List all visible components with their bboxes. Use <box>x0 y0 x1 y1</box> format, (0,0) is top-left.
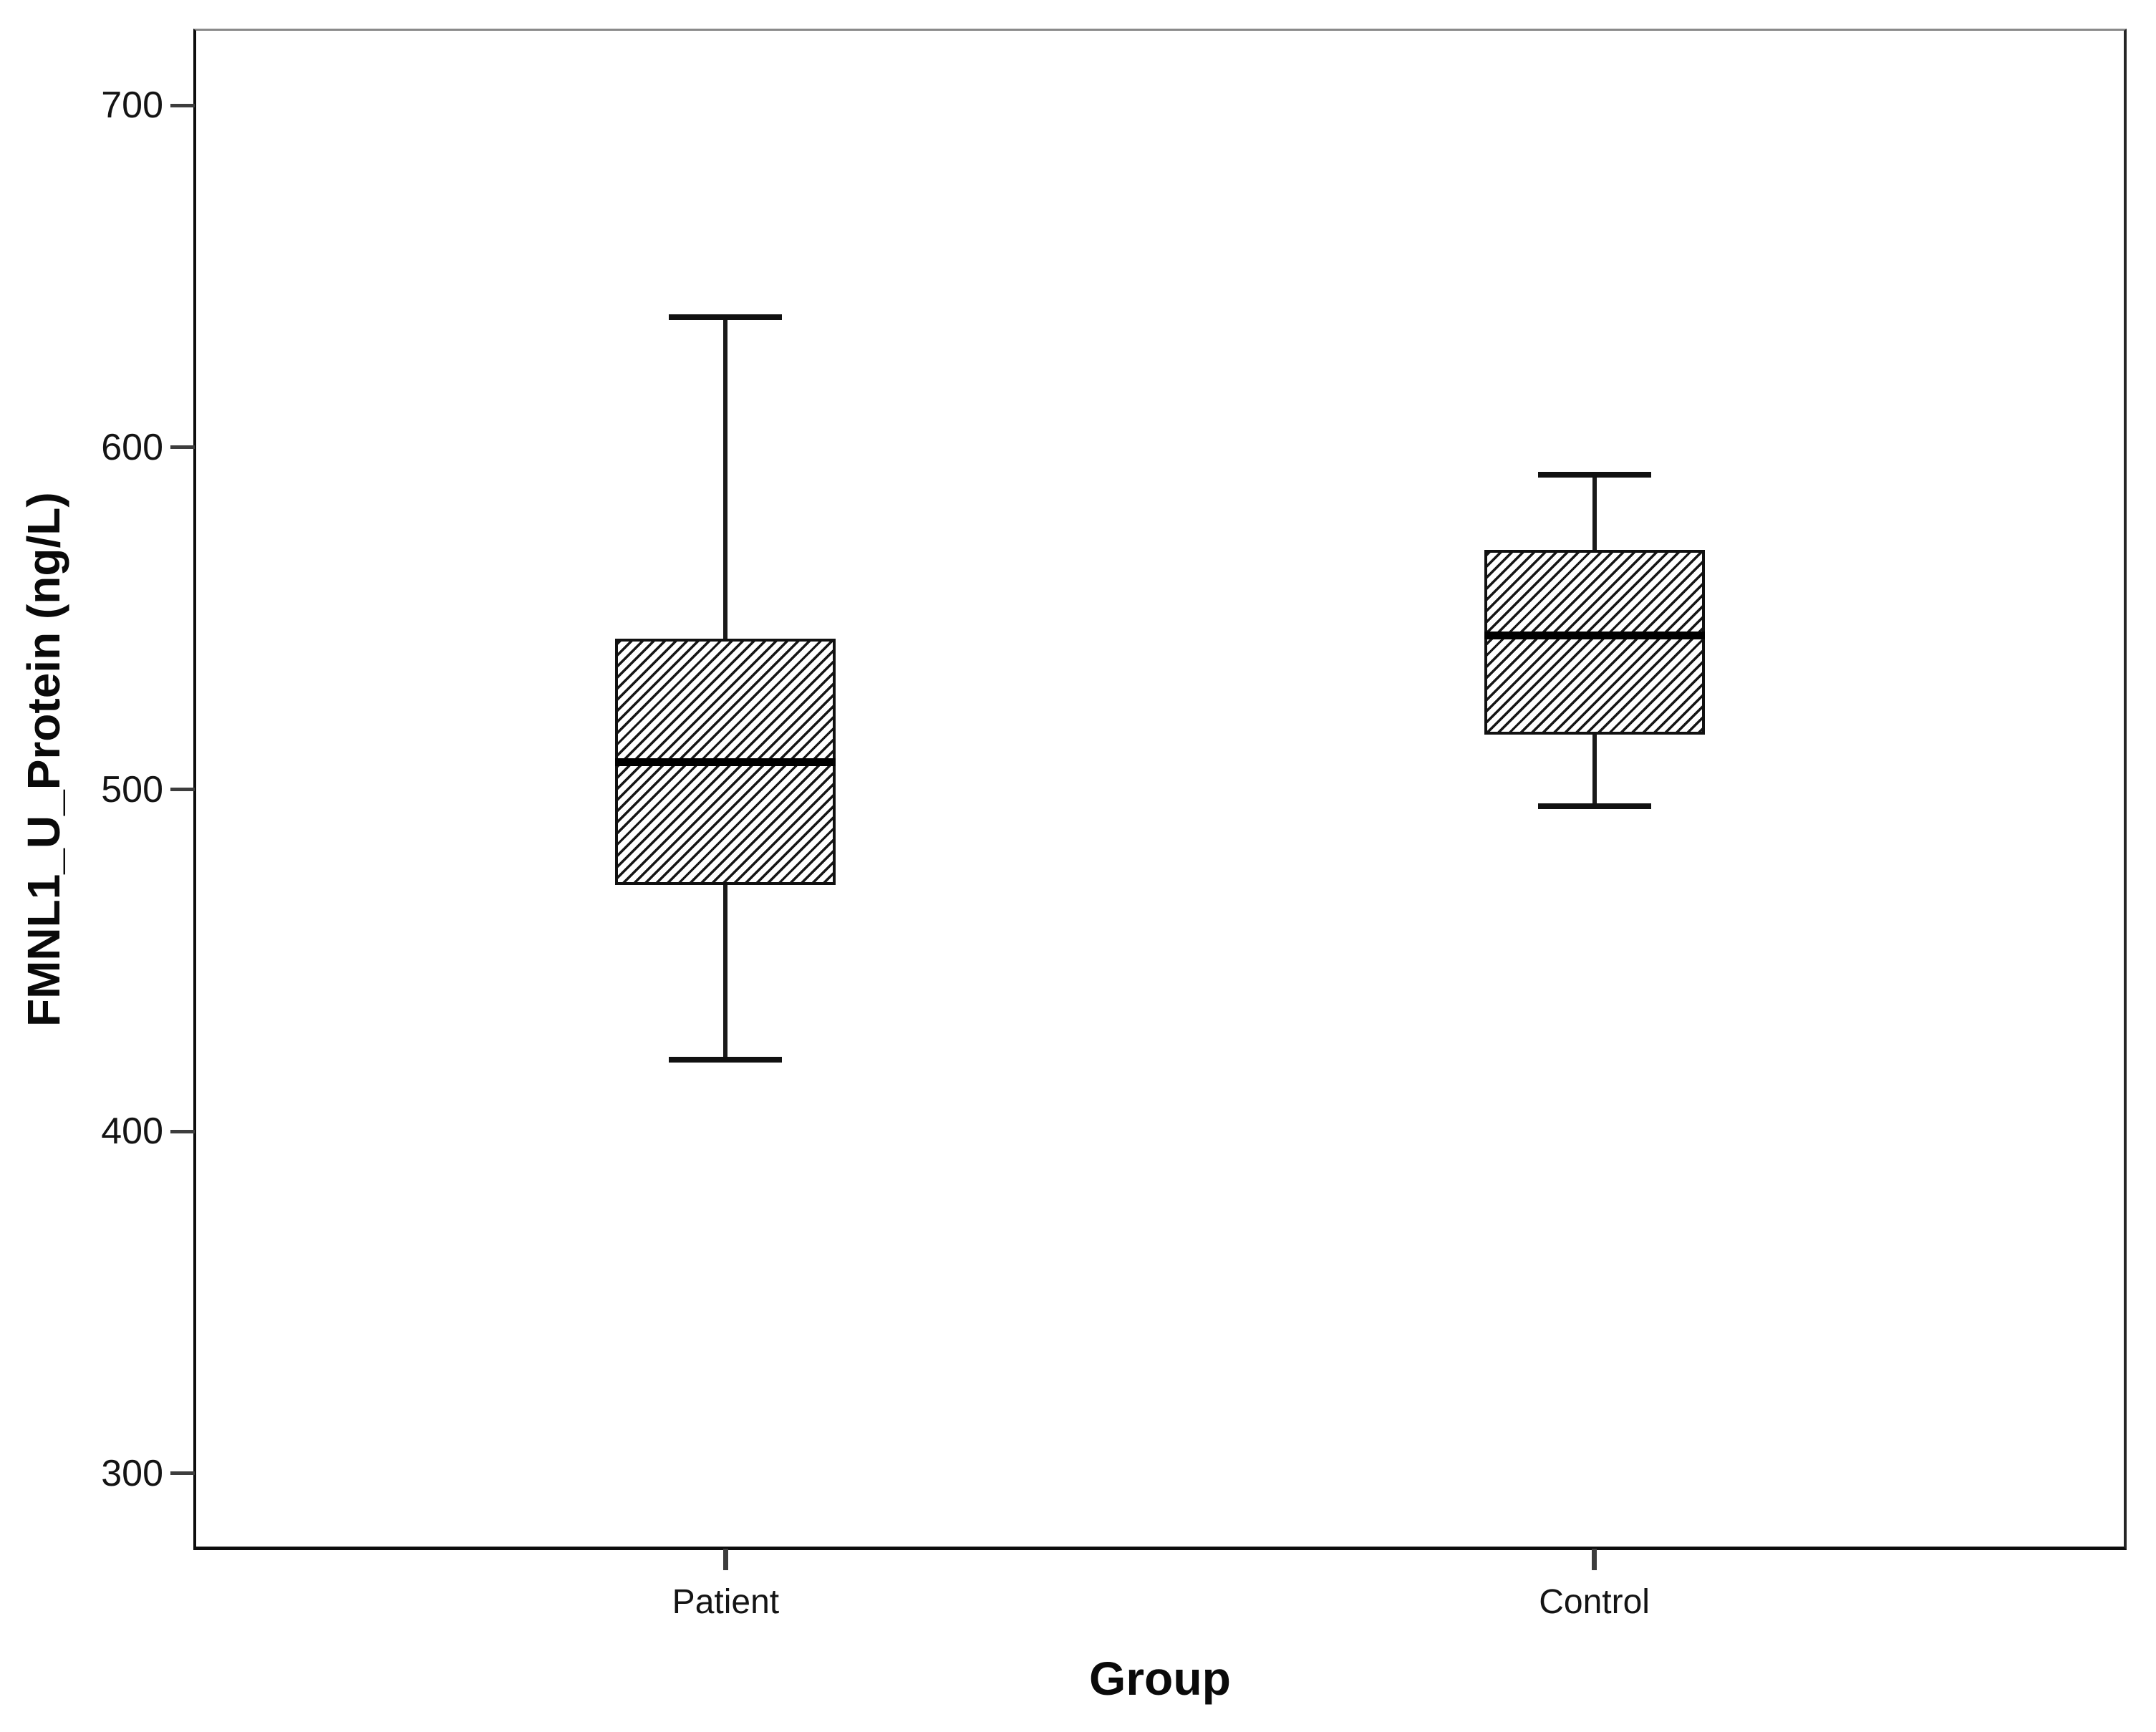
y-axis-title: FMNL1_U_Protein (ng/L) <box>18 492 69 1027</box>
y-tick-label: 300 <box>101 1452 163 1494</box>
lower-whisker-line <box>1592 735 1597 807</box>
x-tick-label-patient: Patient <box>672 1583 780 1621</box>
median-line <box>615 758 836 766</box>
y-tick-mark <box>170 788 195 791</box>
upper-whisker-line <box>1592 475 1597 551</box>
lower-whisker-line <box>723 885 728 1060</box>
y-tick-mark <box>170 445 195 450</box>
x-tick-mark <box>1592 1549 1597 1570</box>
upper-whisker-cap <box>1537 472 1651 478</box>
x-tick-label-control: Control <box>1539 1583 1650 1621</box>
iqr-box <box>1484 550 1705 735</box>
y-tick-mark <box>170 103 195 107</box>
y-tick-mark <box>170 1129 195 1133</box>
upper-whisker-line <box>723 317 728 639</box>
lower-whisker-cap <box>669 1056 783 1063</box>
y-tick-label: 600 <box>101 426 163 468</box>
median-line <box>1484 632 1705 640</box>
lower-whisker-cap <box>1537 803 1651 810</box>
y-tick-label: 700 <box>101 84 163 127</box>
y-tick-label: 400 <box>101 1111 163 1153</box>
upper-whisker-cap <box>669 314 783 321</box>
x-tick-mark <box>722 1549 728 1570</box>
x-axis-title: Group <box>1089 1652 1231 1705</box>
y-tick-label: 500 <box>101 768 163 811</box>
y-tick-mark <box>170 1471 195 1476</box>
plot-frame <box>193 29 2127 1550</box>
